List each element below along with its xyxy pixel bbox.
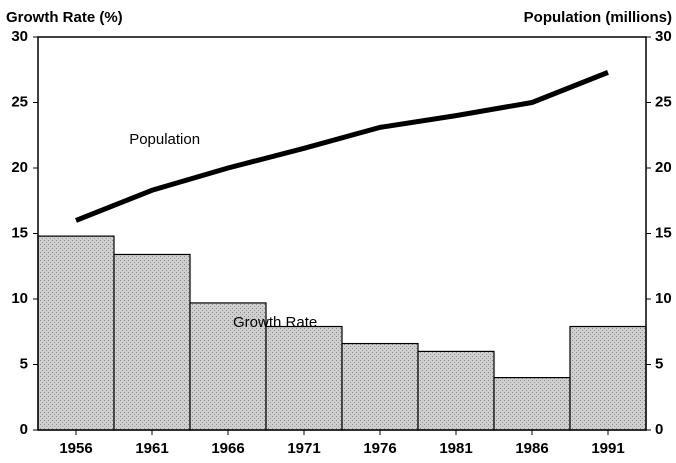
bar — [493, 377, 571, 431]
y-tick-label: 10 — [11, 290, 28, 307]
line — [75, 70, 609, 223]
series-label: Growth Rate — [233, 314, 317, 331]
x-tick-label: 1976 — [363, 440, 396, 457]
y-axis-label: Growth Rate (%) — [6, 9, 123, 26]
x-tick-label: 1961 — [135, 440, 168, 457]
x-tick-label: 1981 — [439, 440, 472, 457]
x-tick-label: 1991 — [591, 440, 624, 457]
bar — [37, 235, 115, 431]
y-tick-label: 30 — [11, 28, 28, 45]
x-tick-label: 1966 — [211, 440, 244, 457]
y2-tick-label: 0 — [655, 421, 663, 438]
x-tick-label: 1956 — [59, 440, 92, 457]
y-tick-label: 15 — [11, 224, 28, 241]
x-tick-label: 1986 — [515, 440, 548, 457]
bar — [265, 325, 343, 431]
y2-tick-label: 15 — [655, 224, 672, 241]
y2-tick-label: 10 — [655, 290, 672, 307]
y2-tick-label: 20 — [655, 159, 672, 176]
bar — [417, 350, 495, 431]
y2-axis-label: Population (millions) — [524, 9, 672, 26]
y2-tick-label: 5 — [655, 355, 663, 372]
y2-tick-label: 30 — [655, 28, 672, 45]
bar — [569, 325, 647, 431]
y-tick-label: 5 — [20, 355, 28, 372]
y2-tick-label: 25 — [655, 93, 672, 110]
y-tick-label: 25 — [11, 93, 28, 110]
series-label: Population — [129, 131, 200, 148]
x-tick-label: 1971 — [287, 440, 320, 457]
plot-frame — [37, 36, 647, 431]
y-tick-label: 0 — [20, 421, 28, 438]
y-tick-label: 20 — [11, 159, 28, 176]
bar — [341, 342, 419, 431]
bar — [113, 253, 191, 431]
